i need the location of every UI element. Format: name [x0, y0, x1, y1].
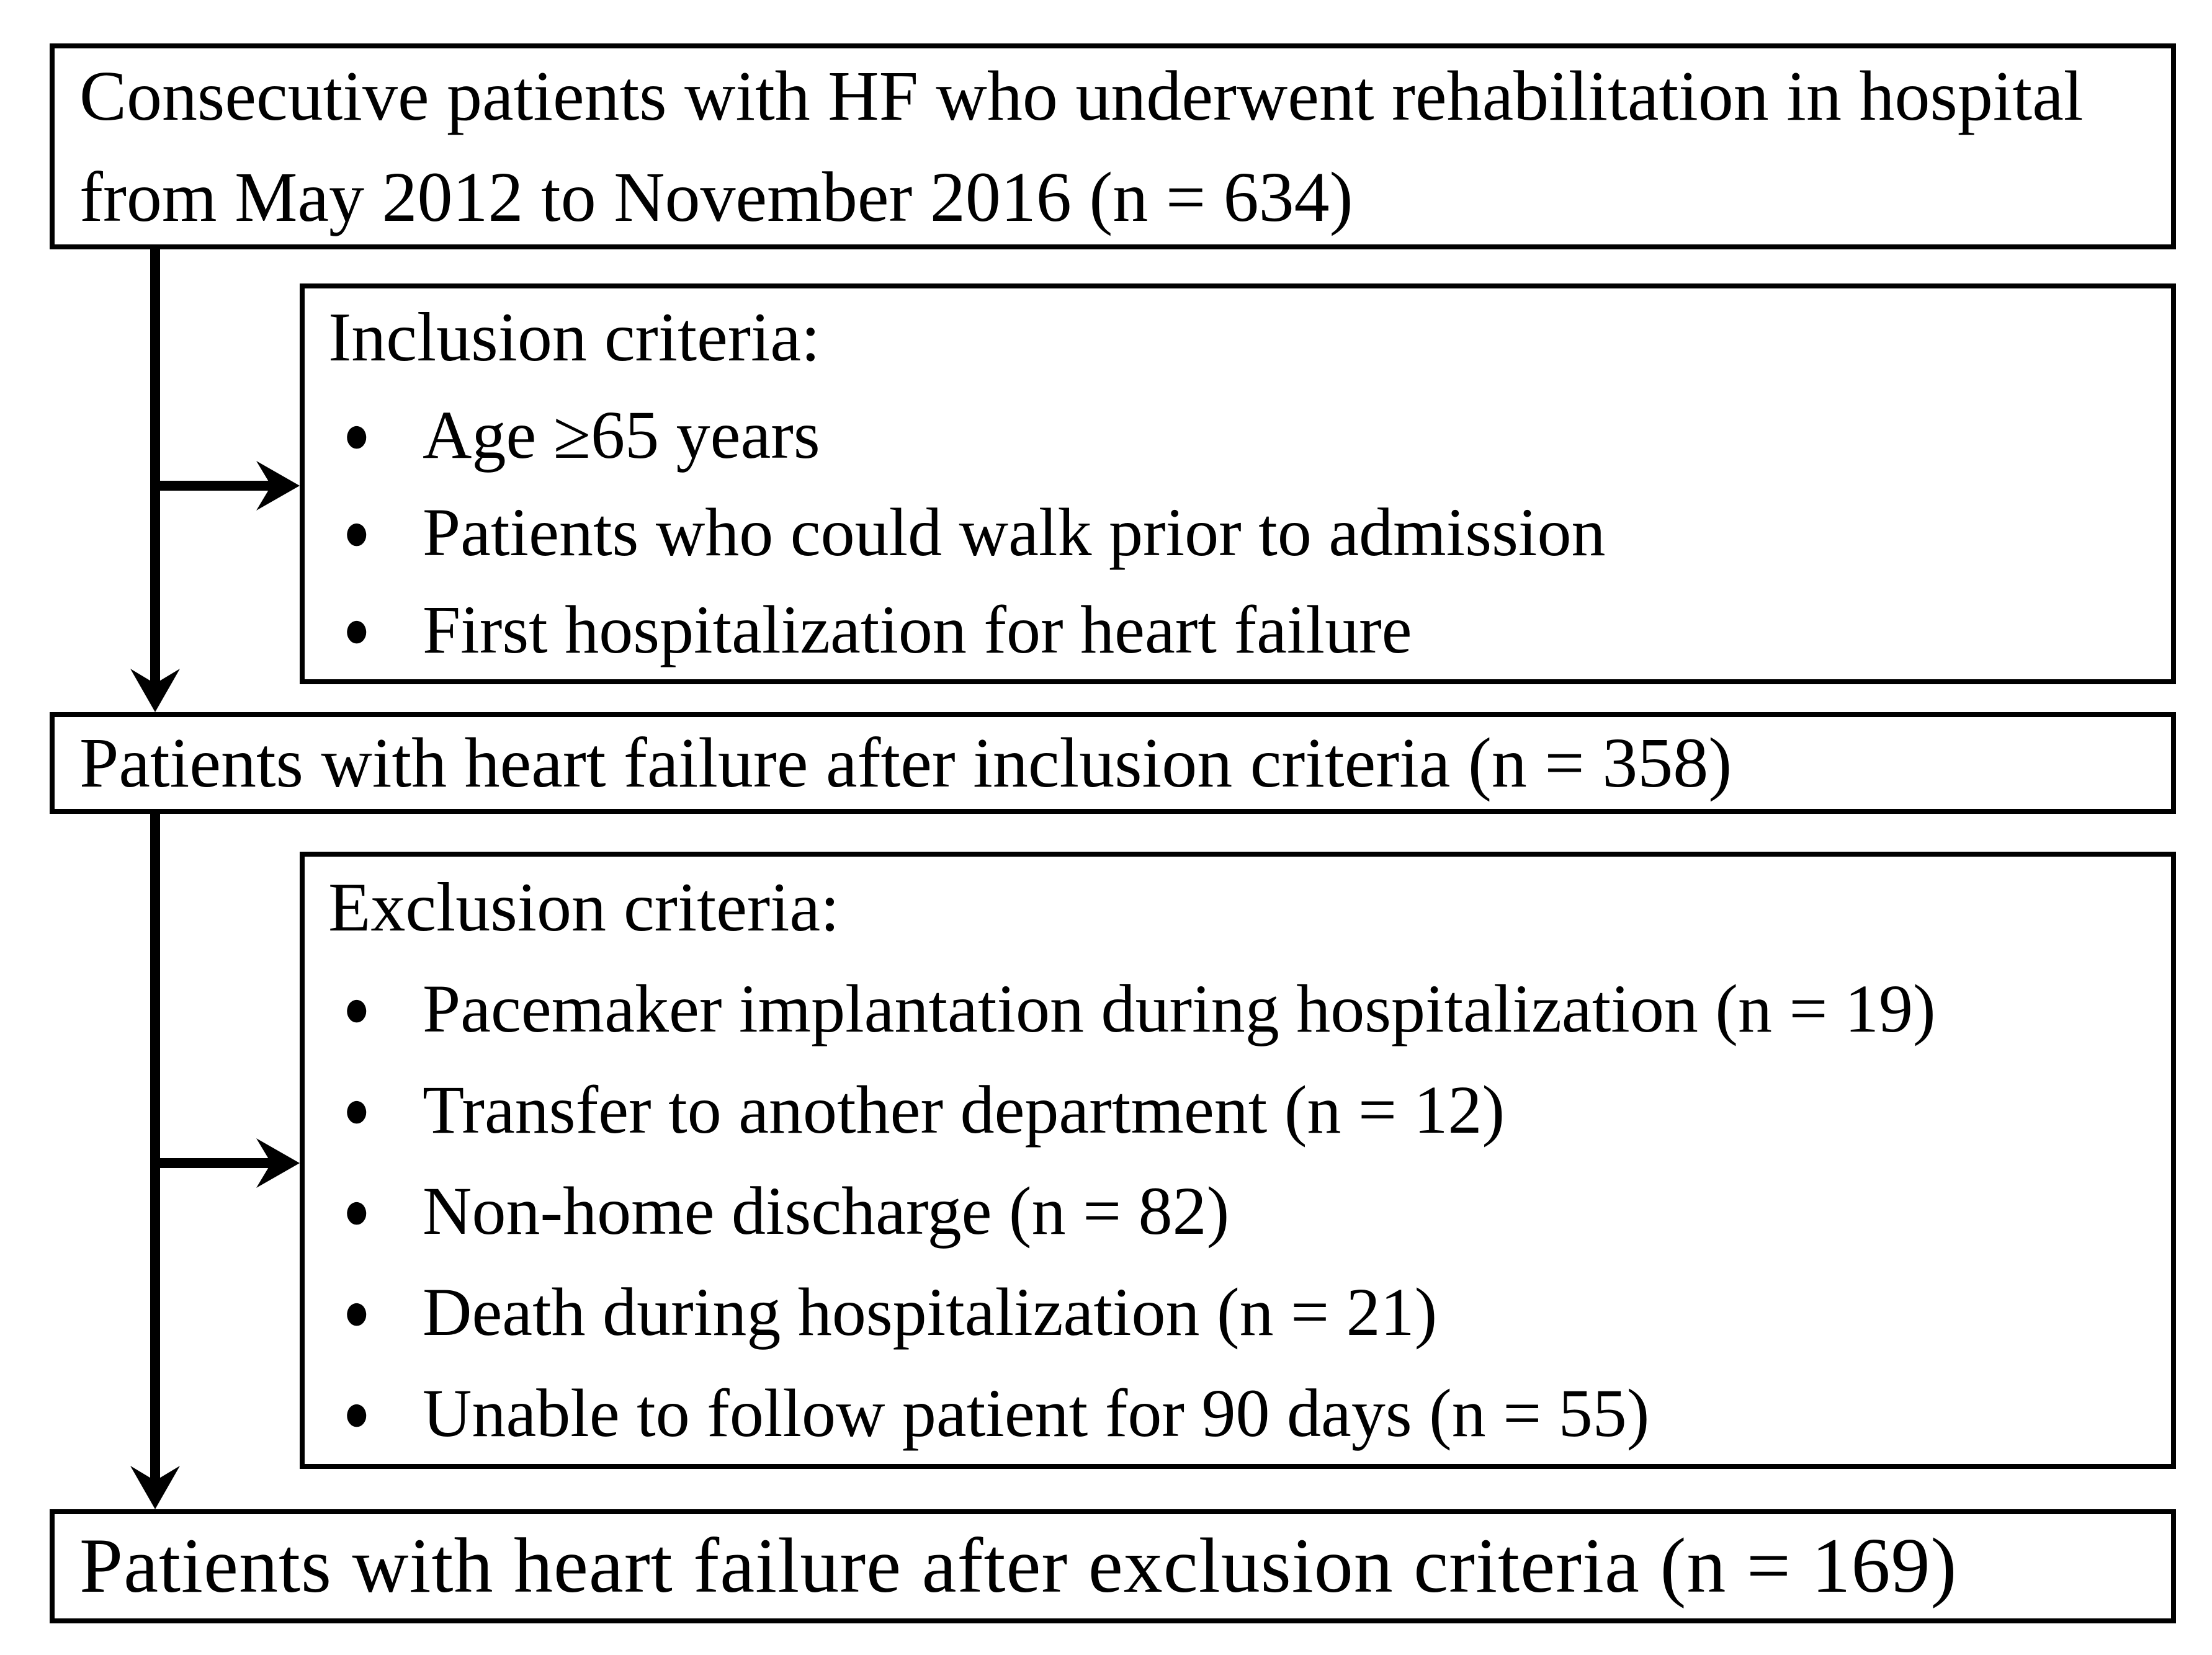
inclusion-item: ● First hospitalization for heart failur… [305, 581, 2171, 679]
exclusion-item-text: Non-home discharge (n = 82) [423, 1172, 1230, 1249]
bullet-icon: ● [343, 405, 370, 465]
box-after-inclusion: Patients with heart failure after inclus… [50, 712, 2176, 814]
arrowhead-down-1 [130, 669, 180, 712]
box-exclusion-criteria: Exclusion criteria: ● Pacemaker implanta… [300, 852, 2176, 1469]
exclusion-item: ● Death during hospitalization (n = 21) [305, 1262, 2171, 1363]
arrow-after-inclusion-to-after-exclusion [130, 814, 180, 1509]
inclusion-item-text: Age ≥65 years [423, 397, 820, 473]
bullet-icon: ● [343, 1383, 370, 1442]
after-inclusion-text: Patients with heart failure after inclus… [79, 723, 1732, 803]
inclusion-item-text: Patients who could walk prior to admissi… [423, 494, 1606, 570]
exclusion-item: ● Non-home discharge (n = 82) [305, 1161, 2171, 1262]
arrow-initial-to-after-inclusion [130, 249, 180, 712]
arrow-branch-to-inclusion-box [155, 461, 300, 511]
bullet-icon: ● [343, 979, 370, 1038]
box-initial-cohort: Consecutive patients with HF who underwe… [50, 43, 2176, 249]
bullet-icon: ● [343, 1181, 370, 1240]
arrowhead-down-2 [130, 1466, 180, 1509]
arrowhead-right-2 [256, 1138, 300, 1188]
exclusion-item-text: Death during hospitalization (n = 21) [423, 1274, 1438, 1350]
exclusion-item: ● Transfer to another department (n = 12… [305, 1059, 2171, 1161]
exclusion-item-text: Unable to follow patient for 90 days (n … [423, 1375, 1650, 1451]
exclusion-item: ● Pacemaker implantation during hospital… [305, 958, 2171, 1059]
bullet-icon: ● [343, 600, 370, 659]
inclusion-item: ● Patients who could walk prior to admis… [305, 484, 2171, 581]
arrow-branch-to-exclusion-box [155, 1138, 300, 1188]
bullet-icon: ● [343, 1282, 370, 1341]
bullet-icon: ● [343, 1080, 370, 1139]
initial-cohort-text: Consecutive patients with HF who underwe… [79, 56, 2084, 236]
exclusion-item: ● Unable to follow patient for 90 days (… [305, 1363, 2171, 1464]
exclusion-item-text: Pacemaker implantation during hospitaliz… [423, 970, 1936, 1046]
after-exclusion-text: Patients with heart failure after exclus… [79, 1522, 1958, 1609]
box-inclusion-criteria: Inclusion criteria: ● Age ≥65 years ● Pa… [300, 283, 2176, 684]
bullet-icon: ● [343, 502, 370, 562]
inclusion-item: ● Age ≥65 years [305, 386, 2171, 484]
inclusion-criteria-title: Inclusion criteria: [328, 299, 821, 376]
arrowhead-right-1 [256, 461, 300, 511]
box-after-exclusion: Patients with heart failure after exclus… [50, 1509, 2176, 1623]
exclusion-criteria-title: Exclusion criteria: [328, 868, 840, 946]
inclusion-item-text: First hospitalization for heart failure [423, 592, 1412, 667]
exclusion-item-text: Transfer to another department (n = 12) [423, 1071, 1505, 1148]
